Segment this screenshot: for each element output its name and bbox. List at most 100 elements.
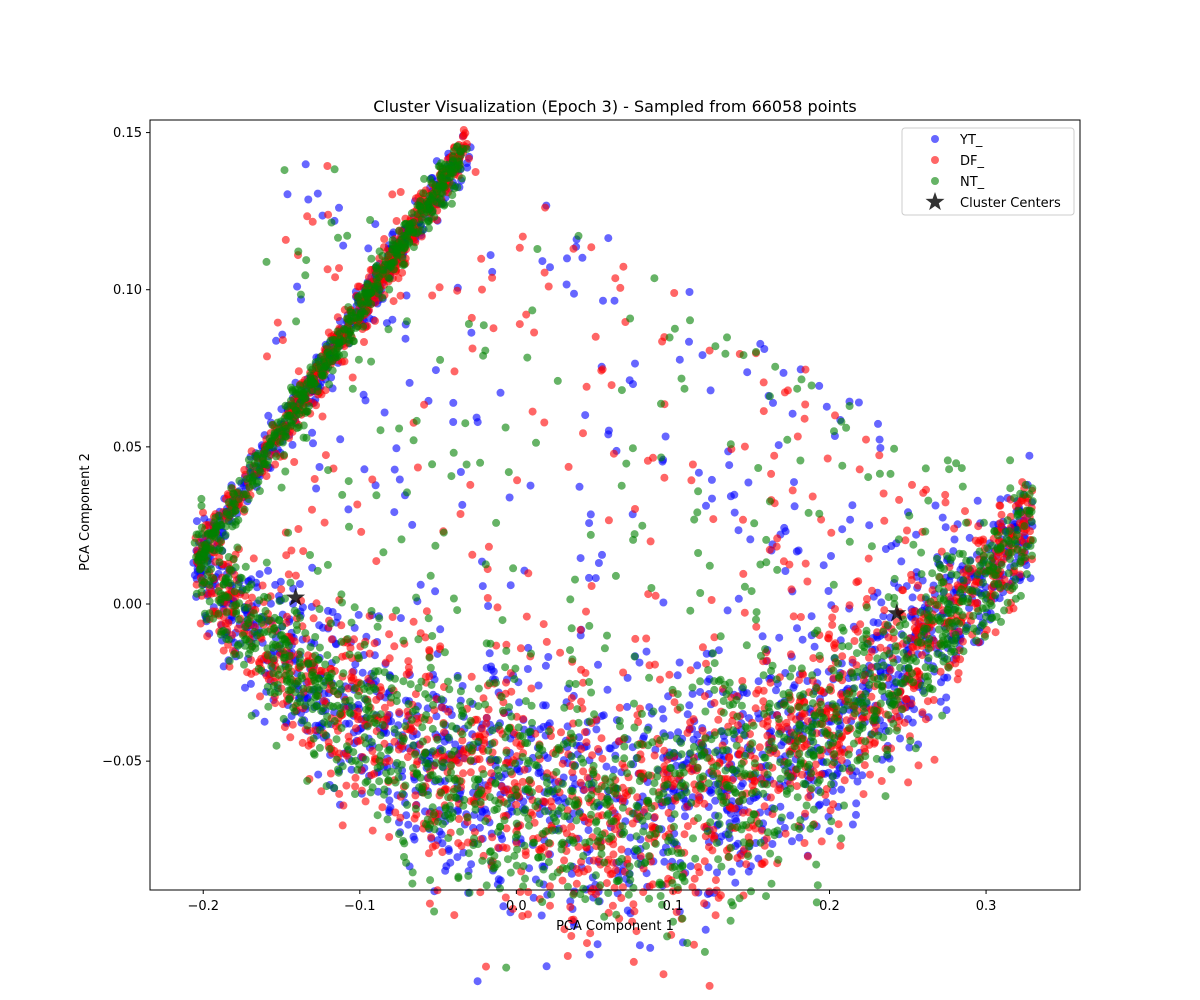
- data-point: [594, 660, 602, 669]
- data-point: [810, 642, 819, 651]
- data-point: [597, 734, 606, 743]
- data-point: [402, 670, 411, 679]
- data-point: [294, 367, 303, 376]
- data-point: [544, 850, 553, 859]
- data-point: [544, 858, 553, 866]
- data-point: [256, 692, 264, 701]
- data-point: [507, 687, 516, 696]
- data-point: [485, 649, 494, 658]
- data-point: [611, 755, 620, 763]
- data-point: [576, 778, 585, 787]
- data-point: [511, 785, 520, 794]
- data-point: [395, 708, 404, 717]
- data-point: [458, 500, 467, 509]
- data-point: [631, 359, 639, 368]
- data-point: [481, 817, 490, 826]
- data-point: [714, 893, 723, 902]
- data-point: [578, 253, 587, 262]
- data-point: [425, 849, 433, 858]
- data-point: [1006, 484, 1015, 493]
- data-point: [351, 724, 360, 733]
- data-point: [783, 386, 792, 395]
- data-point: [385, 673, 394, 682]
- data-point: [631, 634, 640, 643]
- data-point: [326, 769, 335, 778]
- data-point: [338, 821, 347, 830]
- data-point: [624, 847, 633, 856]
- data-point: [558, 876, 567, 885]
- data-point: [520, 765, 529, 774]
- data-point: [465, 888, 474, 897]
- data-point: [260, 717, 269, 726]
- data-point: [762, 892, 770, 901]
- data-point: [710, 698, 719, 707]
- data-point: [744, 478, 753, 487]
- data-point: [902, 694, 911, 703]
- data-point: [380, 408, 389, 417]
- data-point: [769, 779, 778, 788]
- data-point: [623, 673, 632, 682]
- data-point: [574, 868, 583, 877]
- data-point: [422, 607, 431, 616]
- data-point: [581, 411, 590, 420]
- data-point: [395, 830, 403, 838]
- data-point: [744, 842, 753, 851]
- data-point: [827, 552, 835, 560]
- data-point: [546, 263, 554, 272]
- data-point: [397, 760, 406, 769]
- data-point: [313, 189, 322, 198]
- data-point: [544, 282, 553, 291]
- data-point: [673, 671, 682, 680]
- data-point: [399, 677, 408, 686]
- data-point: [618, 883, 627, 892]
- data-point: [632, 832, 641, 841]
- data-point: [1006, 456, 1015, 465]
- data-point: [876, 444, 885, 452]
- data-point: [653, 772, 662, 781]
- data-point: [290, 458, 299, 466]
- data-point: [278, 700, 287, 709]
- data-point: [851, 625, 860, 634]
- data-point: [844, 750, 853, 759]
- data-point: [899, 586, 907, 595]
- data-point: [528, 407, 537, 416]
- data-point: [472, 413, 481, 422]
- data-point: [781, 567, 790, 575]
- data-point: [371, 481, 380, 490]
- data-point: [705, 843, 713, 852]
- data-point: [545, 882, 554, 891]
- data-point: [907, 570, 916, 579]
- data-point: [750, 759, 759, 768]
- data-point: [911, 744, 920, 753]
- data-point: [935, 572, 944, 581]
- data-point: [874, 419, 882, 428]
- data-point: [519, 882, 528, 891]
- data-point: [506, 581, 515, 590]
- data-point: [906, 736, 915, 745]
- data-point: [489, 667, 498, 676]
- data-point: [541, 203, 550, 212]
- data-point: [785, 560, 794, 569]
- data-point: [864, 554, 873, 563]
- data-point: [526, 481, 535, 490]
- data-point: [249, 554, 258, 563]
- data-point: [527, 649, 535, 658]
- data-point: [496, 884, 504, 893]
- data-point: [449, 594, 458, 603]
- data-point: [907, 699, 916, 708]
- data-point: [428, 291, 437, 300]
- data-point: [280, 723, 289, 732]
- data-point: [606, 870, 615, 879]
- data-point: [406, 680, 415, 689]
- data-point: [401, 334, 410, 343]
- data-point: [848, 820, 857, 829]
- data-point: [852, 649, 861, 658]
- data-point: [937, 547, 946, 556]
- data-point: [294, 525, 303, 533]
- data-point: [788, 486, 797, 495]
- data-point: [484, 542, 493, 551]
- data-point: [837, 756, 846, 765]
- data-point: [665, 670, 674, 679]
- data-point: [477, 254, 486, 263]
- data-point: [512, 819, 521, 828]
